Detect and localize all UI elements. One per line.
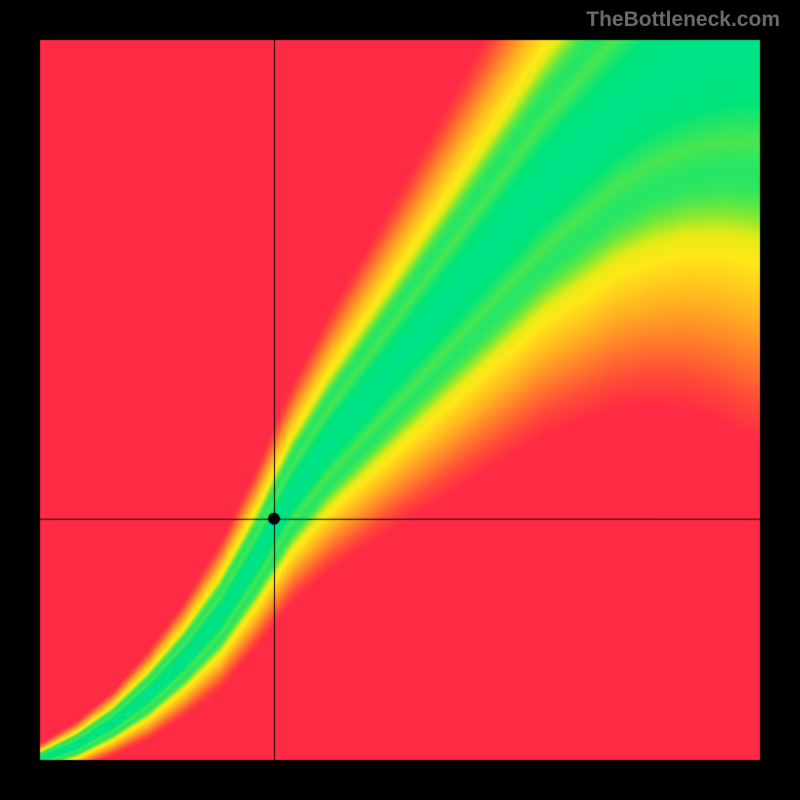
heatmap-canvas	[0, 0, 800, 800]
watermark-text: TheBottleneck.com	[586, 8, 780, 32]
chart-container: TheBottleneck.com	[0, 0, 800, 800]
